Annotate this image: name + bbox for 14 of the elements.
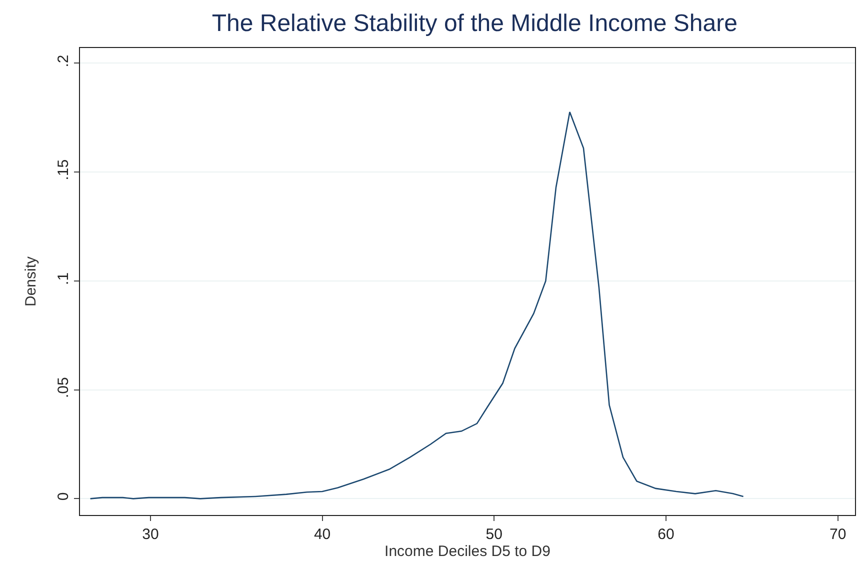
x-tick-label: 50 bbox=[486, 526, 502, 543]
x-tick-label: 40 bbox=[314, 526, 331, 543]
x-tick-label: 30 bbox=[142, 526, 159, 543]
chart-title: The Relative Stability of the Middle Income Share bbox=[212, 10, 738, 37]
y-axis-title: Density bbox=[22, 256, 40, 307]
y-tick-label: .15 bbox=[55, 159, 72, 180]
line-series bbox=[90, 111, 744, 500]
y-tick-label: .1 bbox=[55, 272, 72, 285]
x-tick-label: 70 bbox=[829, 526, 846, 543]
y-tick-label: 0 bbox=[55, 492, 72, 501]
x-axis-title: Income Deciles D5 to D9 bbox=[384, 543, 550, 560]
y-tick-label: .05 bbox=[55, 377, 72, 398]
y-tick-label: .2 bbox=[55, 54, 72, 68]
x-tick-label: 60 bbox=[658, 526, 674, 543]
